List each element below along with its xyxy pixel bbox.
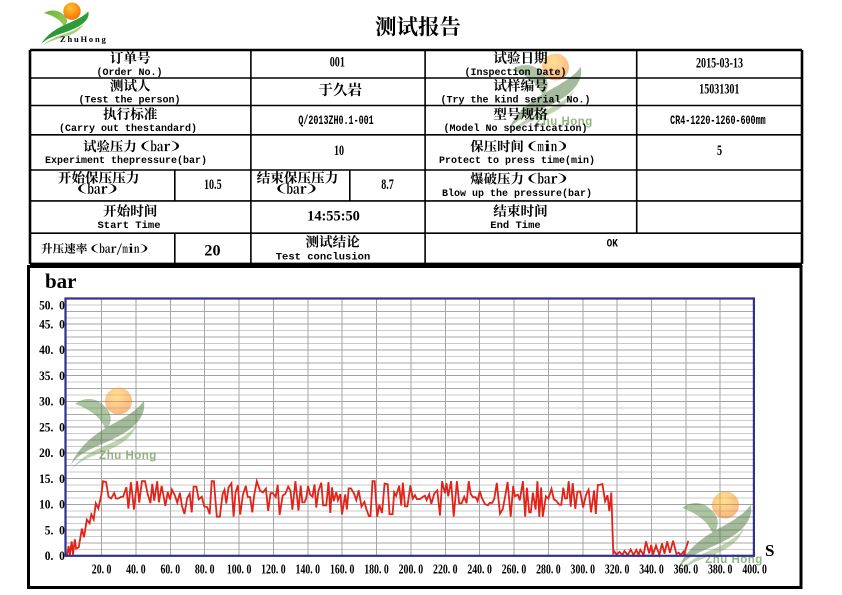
svg-text:40. 0: 40. 0 [126,561,146,577]
svg-text:CR4-1220-1260-600mm: CR4-1220-1260-600mm [670,114,766,128]
svg-text:10.5: 10.5 [204,176,222,192]
svg-text:Zhu Hong: Zhu Hong [705,554,763,566]
svg-text:(Test the person): (Test the person) [78,95,180,107]
svg-text:Q/2013ZH0.1-001: Q/2013ZH0.1-001 [298,114,374,128]
svg-text:20. 0: 20. 0 [92,561,112,577]
svg-text:15. 0: 15. 0 [39,471,65,486]
svg-text:10. 0: 10. 0 [39,497,65,512]
svg-text:180. 0: 180. 0 [364,561,388,577]
svg-text:(Try the kind serial No.): (Try the kind serial No.) [440,95,590,107]
svg-text:2015-03-13: 2015-03-13 [696,55,743,71]
svg-text:60. 0: 60. 0 [161,561,181,577]
svg-text:160. 0: 160. 0 [330,561,354,577]
svg-text:8.7: 8.7 [381,176,394,192]
svg-text:140. 0: 140. 0 [296,561,320,577]
svg-text:240. 0: 240. 0 [467,561,491,577]
svg-text:320. 0: 320. 0 [605,561,629,577]
svg-text:200. 0: 200. 0 [399,561,423,577]
svg-text:001: 001 [330,54,345,70]
svg-text:5: 5 [717,142,722,158]
svg-text:Experiment thepressure(bar): Experiment thepressure(bar) [45,155,207,167]
svg-text:360. 0: 360. 0 [674,561,698,577]
svg-text:OK: OK [607,239,619,251]
svg-text:300. 0: 300. 0 [571,561,595,577]
svg-text:S: S [765,541,774,560]
svg-text:Zhu Hong: Zhu Hong [99,450,157,462]
svg-text:45. 0: 45. 0 [39,317,65,332]
svg-text:260. 0: 260. 0 [502,561,526,577]
svg-text:120. 0: 120. 0 [261,561,285,577]
svg-text:15031301: 15031301 [699,81,739,97]
svg-text:bar: bar [45,269,77,293]
svg-text:14:55:50: 14:55:50 [307,208,360,224]
svg-text:5. 0: 5. 0 [45,523,65,538]
svg-text:30. 0: 30. 0 [39,394,65,409]
svg-text:100. 0: 100. 0 [227,561,251,577]
svg-text:10: 10 [334,142,344,158]
svg-text:End Time: End Time [490,220,540,232]
svg-text:(Inspection Date): (Inspection Date) [464,67,566,79]
svg-text:25. 0: 25. 0 [39,420,65,435]
svg-text:50. 0: 50. 0 [39,298,65,313]
svg-text:280. 0: 280. 0 [536,561,560,577]
svg-text:20: 20 [204,243,220,260]
svg-text:380. 0: 380. 0 [708,561,732,577]
svg-text:Blow up the pressure(bar): Blow up the pressure(bar) [442,188,592,200]
svg-text:(Model No specification): (Model No specification) [443,123,587,135]
svg-text:35. 0: 35. 0 [39,368,65,383]
svg-text:ZhuHong: ZhuHong [60,34,108,44]
svg-text:Protect to press time(min): Protect to press time(min) [439,155,595,167]
svg-text:40. 0: 40. 0 [39,343,65,358]
svg-text:Zhu Hong: Zhu Hong [535,116,593,128]
svg-text:340. 0: 340. 0 [639,561,663,577]
svg-text:80. 0: 80. 0 [195,561,215,577]
svg-text:Start Time: Start Time [97,220,160,232]
svg-text:(Carry out thestandard): (Carry out thestandard) [59,123,197,135]
svg-text:20. 0: 20. 0 [39,445,65,460]
svg-text:Test conclusion: Test conclusion [276,252,371,264]
svg-text:220. 0: 220. 0 [433,561,457,577]
svg-text:0. 0: 0. 0 [45,548,65,563]
svg-text:400. 0: 400. 0 [742,561,766,577]
svg-text:(Order No.): (Order No.) [96,67,162,79]
